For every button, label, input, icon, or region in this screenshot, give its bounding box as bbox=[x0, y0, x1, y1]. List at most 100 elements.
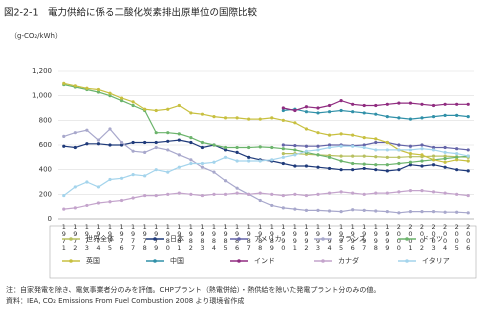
y-tick-label: 0 bbox=[48, 215, 52, 223]
data-point bbox=[420, 143, 424, 147]
data-point bbox=[431, 158, 436, 162]
data-point bbox=[408, 163, 413, 167]
x-tick-label: 1992 bbox=[302, 223, 310, 251]
data-point bbox=[455, 210, 459, 214]
data-point bbox=[293, 164, 297, 168]
x-tick-label: 2000 bbox=[395, 223, 403, 251]
x-tick-label: 1995 bbox=[337, 223, 345, 251]
data-point bbox=[281, 118, 285, 122]
data-point bbox=[143, 193, 147, 198]
data-point bbox=[223, 155, 228, 159]
data-point bbox=[316, 131, 320, 135]
legend-label: カナダ bbox=[338, 256, 359, 265]
data-point bbox=[281, 206, 285, 210]
data-point bbox=[327, 143, 332, 147]
legend-label: 英国 bbox=[86, 256, 100, 265]
y-tick-label: 1,200 bbox=[32, 67, 52, 75]
data-point bbox=[455, 152, 459, 156]
x-tick-label: 1972 bbox=[71, 223, 79, 251]
data-point bbox=[351, 110, 355, 114]
data-point bbox=[455, 168, 459, 172]
x-tick-label: 1971 bbox=[60, 223, 68, 251]
data-point bbox=[374, 148, 378, 152]
legend-marker bbox=[405, 259, 409, 263]
x-tick-label: 1982 bbox=[187, 223, 195, 251]
data-point bbox=[177, 165, 181, 169]
x-tick-label: 1993 bbox=[314, 223, 322, 251]
data-point bbox=[189, 192, 193, 196]
data-point bbox=[466, 211, 470, 215]
data-point bbox=[235, 159, 239, 163]
data-point bbox=[385, 140, 389, 145]
data-point bbox=[443, 113, 447, 117]
data-point bbox=[397, 155, 401, 159]
data-point bbox=[212, 160, 216, 164]
data-point bbox=[270, 158, 274, 162]
x-tick-label: 1978 bbox=[141, 223, 149, 251]
x-tick-label: 2006 bbox=[464, 223, 472, 251]
data-point bbox=[62, 207, 66, 211]
data-point bbox=[143, 150, 147, 154]
data-point bbox=[177, 138, 181, 142]
data-point bbox=[85, 142, 89, 146]
y-tick-label: 400 bbox=[39, 166, 52, 174]
data-point bbox=[420, 116, 424, 120]
data-point bbox=[397, 168, 401, 172]
data-point bbox=[96, 138, 101, 142]
data-point bbox=[270, 116, 274, 120]
data-point bbox=[200, 140, 205, 145]
data-point bbox=[385, 163, 389, 167]
data-point bbox=[443, 191, 447, 195]
data-point bbox=[235, 186, 239, 190]
data-point bbox=[397, 211, 401, 215]
data-point bbox=[362, 145, 366, 150]
data-point bbox=[200, 145, 205, 150]
x-tick-label: 1977 bbox=[129, 223, 137, 251]
data-point bbox=[408, 189, 413, 193]
data-point bbox=[189, 136, 193, 140]
data-point bbox=[166, 131, 170, 135]
data-point bbox=[443, 150, 447, 154]
data-point bbox=[258, 159, 262, 163]
data-point bbox=[339, 144, 343, 148]
data-point bbox=[362, 162, 366, 166]
data-point bbox=[408, 152, 413, 156]
x-tick-label: 1984 bbox=[210, 223, 218, 251]
data-point bbox=[235, 145, 239, 150]
data-point bbox=[385, 191, 389, 195]
legend-label: フランス bbox=[338, 235, 366, 243]
x-tick-label: 1983 bbox=[198, 223, 206, 251]
data-point bbox=[443, 165, 447, 169]
data-point bbox=[304, 144, 309, 148]
data-point bbox=[408, 155, 413, 159]
data-point bbox=[108, 127, 112, 131]
legend-label: インド bbox=[254, 257, 275, 265]
series-line bbox=[63, 84, 469, 166]
data-point bbox=[108, 94, 112, 98]
data-point bbox=[374, 155, 378, 159]
x-tick-label: 2003 bbox=[430, 223, 438, 251]
data-point bbox=[62, 81, 66, 85]
data-point bbox=[455, 155, 459, 159]
data-point bbox=[374, 209, 378, 213]
data-point bbox=[420, 189, 424, 193]
data-point bbox=[154, 145, 158, 150]
data-point bbox=[327, 191, 332, 195]
data-point bbox=[362, 103, 366, 108]
data-point bbox=[455, 102, 459, 106]
data-point bbox=[212, 115, 216, 119]
data-point bbox=[200, 112, 205, 116]
data-point bbox=[408, 160, 413, 164]
legend-label: 世界全体 bbox=[86, 234, 114, 243]
data-point bbox=[374, 137, 378, 141]
x-tick-label: 1998 bbox=[372, 223, 380, 251]
data-point bbox=[62, 144, 66, 148]
data-point bbox=[270, 145, 274, 150]
data-point bbox=[62, 193, 66, 198]
y-tick-label: 600 bbox=[39, 141, 52, 149]
y-tick-label: 200 bbox=[39, 190, 52, 198]
x-tick-label: 1981 bbox=[175, 223, 183, 251]
legend-marker bbox=[237, 237, 241, 241]
data-point bbox=[73, 131, 77, 135]
